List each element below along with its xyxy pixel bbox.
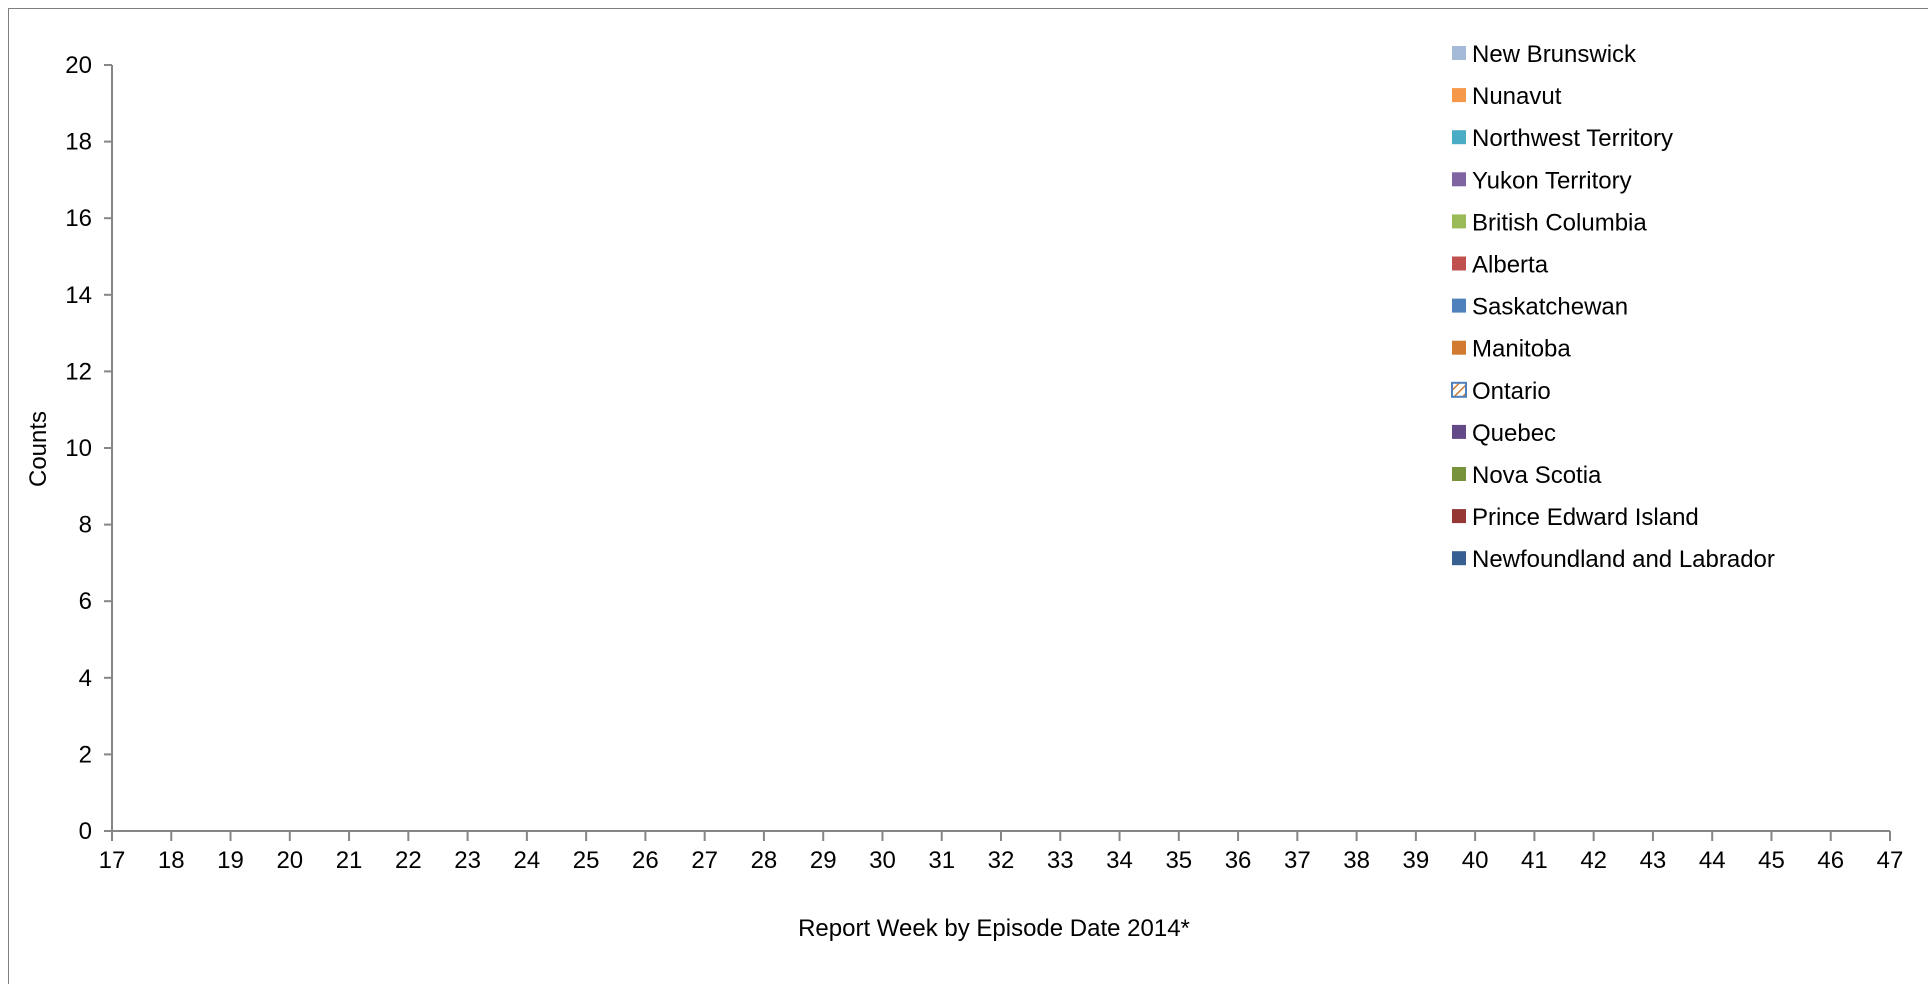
legend-swatch (1452, 172, 1466, 187)
legend-swatch (1452, 509, 1466, 524)
x-tick-label: 35 (1165, 847, 1192, 874)
legend-label: Ontario (1472, 378, 1551, 405)
legend-item: Nunavut (1452, 83, 1562, 110)
x-tick-label: 29 (810, 847, 837, 874)
legend-label: New Brunswick (1472, 41, 1637, 68)
legend-swatch (1452, 46, 1466, 60)
legend-item: Prince Edward Island (1452, 504, 1699, 531)
x-tick-label: 47 (1877, 847, 1904, 874)
y-tick-label: 0 (79, 818, 92, 845)
x-tick-label: 17 (99, 847, 126, 874)
legend: New Brunswick Nunavut Northwest Territory Y… (1451, 41, 1775, 573)
legend-label: Northwest Territory (1472, 125, 1673, 152)
legend-item: Nova Scotia (1452, 462, 1602, 489)
legend-swatch (1452, 88, 1466, 103)
legend-item: Alberta (1452, 252, 1549, 279)
x-tick-label: 40 (1462, 847, 1489, 874)
x-tick-label: 42 (1580, 847, 1607, 874)
y-tick-label: 20 (65, 52, 92, 79)
x-tick-label: 31 (928, 847, 955, 874)
legend-item: Yukon Territory (1452, 167, 1632, 194)
x-tick-label: 46 (1817, 847, 1844, 874)
legend-item: Newfoundland and Labrador (1452, 546, 1775, 573)
legend-swatch (1451, 381, 1467, 398)
x-tick-label: 24 (514, 847, 541, 874)
legend-swatch (1452, 298, 1466, 313)
legend-swatch (1452, 467, 1466, 481)
legend-swatch (1452, 130, 1466, 145)
x-tick-label: 34 (1106, 847, 1133, 874)
legend-item: New Brunswick (1452, 41, 1637, 68)
y-tick-label: 12 (65, 358, 92, 385)
x-tick-label: 20 (276, 847, 303, 874)
x-tick-label: 30 (869, 847, 896, 874)
y-axis: 0 2 4 6 8 10 12 14 16 18 20 (65, 52, 113, 845)
x-tick-label: 27 (691, 847, 718, 874)
x-tick-label: 28 (751, 847, 778, 874)
legend-swatch (1452, 424, 1466, 439)
legend-label: British Columbia (1472, 209, 1647, 236)
legend-label: Newfoundland and Labrador (1472, 546, 1775, 573)
legend-label: Prince Edward Island (1472, 504, 1699, 531)
y-tick-label: 14 (65, 282, 92, 309)
legend-label: Alberta (1472, 252, 1549, 279)
legend-swatch (1452, 340, 1466, 355)
x-tick-label: 43 (1640, 847, 1667, 874)
y-axis-title: Counts (25, 411, 52, 487)
legend-swatch (1452, 551, 1466, 566)
x-tick-label: 36 (1225, 847, 1252, 874)
x-axis: 17 18 19 20 21 22 23 24 25 26 27 28 29 30 31 32 33 34 35 36… (99, 830, 1904, 874)
x-tick-label: 18 (158, 847, 185, 874)
x-tick-label: 21 (336, 847, 363, 874)
x-tick-label: 38 (1343, 847, 1370, 874)
legend-swatch (1452, 214, 1466, 229)
x-tick-label: 19 (217, 847, 244, 874)
x-tick-label: 39 (1403, 847, 1430, 874)
legend-swatch (1452, 256, 1466, 271)
x-tick-label: 32 (988, 847, 1015, 874)
y-tick-label: 2 (79, 741, 92, 768)
x-tick-label: 22 (395, 847, 422, 874)
legend-label: Quebec (1472, 420, 1556, 447)
y-tick-label: 18 (65, 129, 92, 156)
y-tick-label: 16 (65, 205, 92, 232)
legend-item: Northwest Territory (1452, 125, 1673, 152)
legend-item: Saskatchewan (1452, 294, 1628, 321)
legend-label: Saskatchewan (1472, 294, 1628, 321)
x-tick-label: 33 (1047, 847, 1074, 874)
legend-label: Yukon Territory (1472, 167, 1632, 194)
legend-item: Quebec (1452, 420, 1556, 447)
legend-label: Nova Scotia (1472, 462, 1602, 489)
y-tick-label: 4 (79, 665, 92, 692)
x-tick-label: 44 (1699, 847, 1726, 874)
x-tick-label: 23 (454, 847, 481, 874)
y-tick-label: 10 (65, 435, 92, 462)
legend-label: Nunavut (1472, 83, 1562, 110)
x-axis-title: Report Week by Episode Date 2014* (798, 915, 1190, 942)
x-tick-label: 45 (1758, 847, 1785, 874)
chart-frame (8, 8, 1928, 984)
x-tick-label: 41 (1521, 847, 1548, 874)
y-tick-label: 8 (79, 512, 92, 539)
x-tick-label: 25 (573, 847, 600, 874)
legend-item: British Columbia (1452, 209, 1647, 236)
x-tick-label: 37 (1284, 847, 1311, 874)
legend-item: Ontario (1451, 378, 1551, 405)
y-tick-label: 6 (79, 588, 92, 615)
legend-item: Manitoba (1452, 336, 1571, 363)
legend-label: Manitoba (1472, 336, 1571, 363)
x-tick-label: 26 (632, 847, 659, 874)
